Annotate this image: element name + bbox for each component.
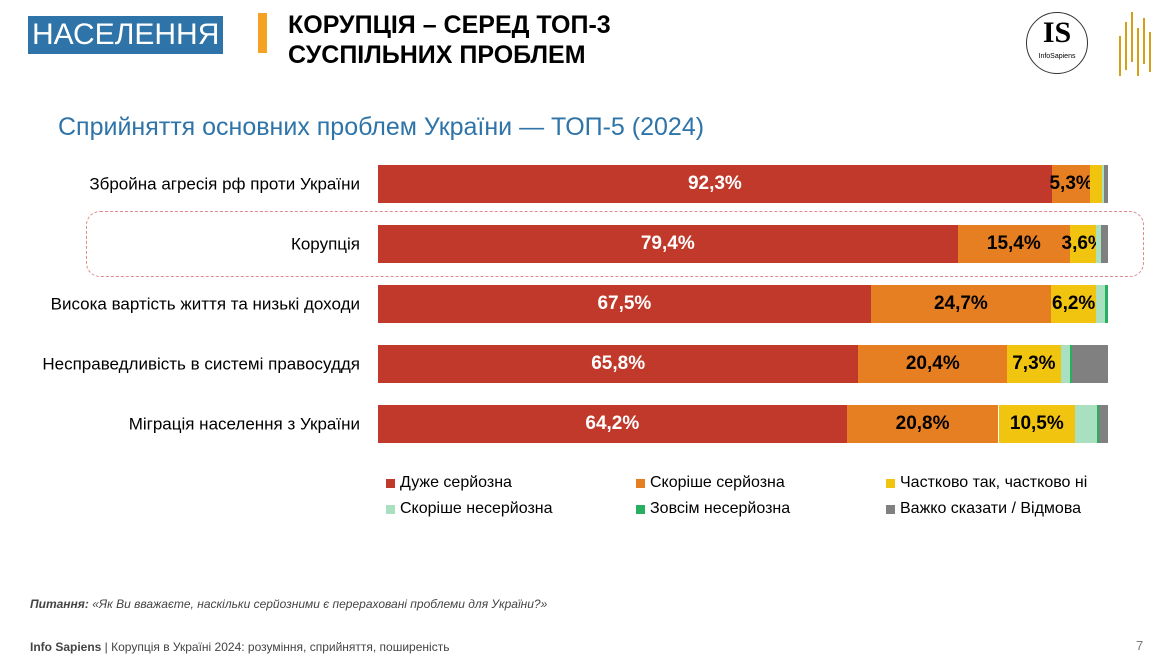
data-label: 64,2% [585,413,640,434]
legend-item: Дуже серйозна [386,474,512,492]
bar-segment: 3,6% [1062,225,1105,263]
bar-segment [1105,285,1108,323]
bar-segment [1097,405,1100,443]
bar-segment: 20,8% [846,405,999,443]
data-label: 24,7% [933,293,988,314]
category-label: Корупція [290,234,360,254]
legend-label: Важко сказати / Відмова [900,500,1082,517]
bar-segment [1072,345,1108,383]
data-label: 65,8% [591,353,646,374]
legend-item: Зовсім несерйозна [636,500,790,518]
bar-segment [1102,165,1104,203]
bar-segment: 92,3% [378,165,1052,203]
category-label: Висока вартість життя та низькі доходи [50,294,360,314]
chart-title: Сприйняття основних проблем України — ТО… [58,113,705,141]
legend-swatch [636,504,645,514]
legend-swatch [886,504,895,514]
data-label: 6,2% [1052,293,1096,314]
legend-label: Зовсім несерйозна [650,500,791,517]
legend-label: Скоріше несерйозна [400,500,553,517]
legend-item: Частково так, частково ні [886,474,1087,492]
highlight-frame [86,211,1144,277]
category-label: Міграція населення з України [128,414,360,434]
bar-segment: 6,2% [1051,285,1097,323]
legend-label: Скоріше серйозна [650,474,785,491]
question-text: «Як Ви вважаєте, наскільки серйозними є … [88,597,548,611]
logo-text: IS [1042,16,1072,49]
data-label: 20,4% [905,353,960,374]
data-label: 79,4% [640,233,695,254]
legend-label: Дуже серйозна [400,474,512,491]
title-line-1: КОРУПЦІЯ – СЕРЕД ТОП-3 [288,11,611,39]
title-line-2: СУСПІЛЬНИХ ПРОБЛЕМ [288,41,586,69]
question-note: Питання: «Як Ви вважаєте, наскільки серй… [30,597,547,611]
bar-segment: 15,4% [957,225,1071,263]
data-label: 10,5% [1009,413,1064,434]
category-label: Несправедливість в системі правосуддя [42,354,360,374]
bar-segment [1101,225,1108,263]
data-label: 3,6% [1061,233,1105,254]
question-label: Питання: [30,597,89,611]
bar-segment: 24,7% [870,285,1052,323]
bar-segment [1096,225,1102,263]
bar-segment: 64,2% [378,405,847,443]
legend-swatch [886,478,895,488]
data-label: 15,4% [986,233,1041,254]
data-label: 20,8% [895,413,950,434]
infosapiens-logo: IS InfoSapiens [1026,12,1088,74]
legend-swatch [636,478,645,488]
bar-segment [1070,345,1073,383]
bar-segment: 7,3% [1007,345,1061,383]
bar-segment: 67,5% [378,285,871,323]
page-number: 7 [1136,638,1144,653]
data-label: 67,5% [597,293,652,314]
source-brand: Info Sapiens [30,640,102,654]
bar-segment [1103,165,1108,203]
accent-bar [258,13,267,53]
legend-item: Скоріше серйозна [636,474,785,492]
bar-segment: 65,8% [378,345,859,383]
bar-segment [1060,345,1071,383]
data-label: 7,3% [1012,353,1056,374]
legend-swatch [386,478,395,488]
bar-segment: 79,4% [378,225,958,263]
gold-lines-logo [1119,12,1151,76]
legend-label: Частково так, частково ні [900,474,1088,491]
bar-segment [1090,165,1103,203]
bar-segment: 5,3% [1049,165,1093,203]
data-label: 5,3% [1049,173,1093,194]
section-label: НАСЕЛЕННЯ [28,16,224,54]
data-label: 92,3% [687,173,742,194]
legend-swatch [386,504,395,514]
slide-title: КОРУПЦІЯ – СЕРЕД ТОП-3 СУСПІЛЬНИХ ПРОБЛЕ… [288,10,611,70]
bar-segment: 10,5% [998,405,1076,443]
source-text: | Корупція в Україні 2024: розуміння, сп… [101,640,450,654]
bar-segment [1096,285,1106,323]
bar-segment [1075,405,1098,443]
legend-item: Важко сказати / Відмова [886,500,1081,518]
category-label: Збройна агресія рф проти України [89,174,360,194]
footer: Info Sapiens | Корупція в Україні 2024: … [30,640,449,654]
bar-segment: 20,4% [858,345,1008,383]
legend-item: Скоріше несерйозна [386,500,553,518]
logo-subtext: InfoSapiens [1038,53,1076,60]
bar-segment [1099,405,1108,443]
